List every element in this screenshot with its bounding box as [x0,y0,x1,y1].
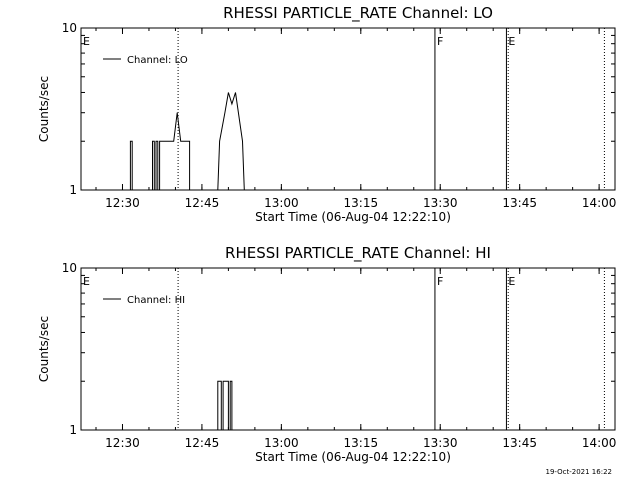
plot-frame [80,267,616,431]
chart-title: RHESSI PARTICLE_RATE Channel: LO [223,4,493,23]
chart-title: RHESSI PARTICLE_RATE Channel: HI [225,244,491,263]
x-tick-label: 14:00 [582,196,617,210]
event-marker-label: F [437,275,443,288]
x-axis-label: Start Time (06-Aug-04 12:22:10) [255,450,451,464]
event-marker-label: E [83,275,90,288]
event-marker-label: F [437,35,443,48]
footer-timestamp: 19-Oct-2021 16:22 [546,468,612,476]
x-tick-label: 13:00 [264,196,299,210]
y-axis-label: Counts/sec [37,76,51,142]
x-tick-label: 12:30 [105,196,140,210]
x-tick-label: 13:45 [502,436,537,450]
x-axis-label: Start Time (06-Aug-04 12:22:10) [255,210,451,224]
event-marker-label: E [508,275,515,288]
y-tick-label: 10 [62,261,77,275]
x-tick-label: 13:30 [423,196,458,210]
x-tick-label: 14:00 [582,436,617,450]
event-marker-label: E [508,35,515,48]
plot-frame [80,27,616,191]
legend-entry: Channel: HI [127,295,185,306]
x-tick-label: 12:45 [185,436,220,450]
x-tick-label: 12:30 [105,436,140,450]
x-tick-label: 12:45 [185,196,220,210]
chart-panel-2: RHESSI PARTICLE_RATE Channel: HI 1 10 12:30… [37,244,616,464]
x-tick-label: 13:15 [344,436,379,450]
x-tick-label: 13:45 [502,196,537,210]
series-line [81,92,615,191]
x-tick-label: 13:30 [423,436,458,450]
chart-panel-1: RHESSI PARTICLE_RATE Channel: LO 1 10 12:30… [37,4,616,224]
y-tick-label: 10 [62,21,77,35]
x-tick-label: 13:00 [264,436,299,450]
series-line [81,380,615,431]
legend-entry: Channel: LO [127,55,188,66]
y-tick-label: 1 [69,423,77,437]
y-tick-label: 1 [69,183,77,197]
x-tick-label: 13:15 [344,196,379,210]
y-axis-label: Counts/sec [37,316,51,382]
event-marker-label: E [83,35,90,48]
